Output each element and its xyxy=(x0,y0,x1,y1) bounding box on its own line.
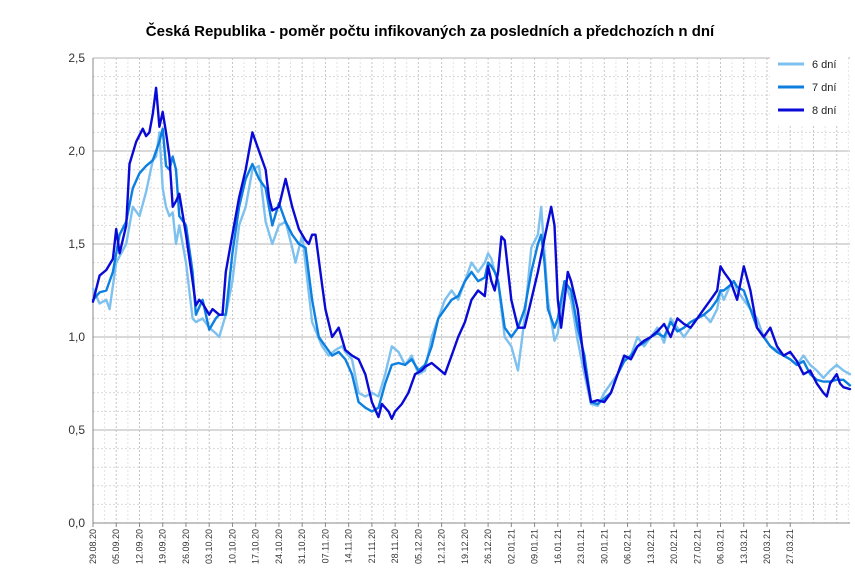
x-tick-label: 07.11.20 xyxy=(320,529,330,563)
chart-title: Česká Republika - poměr počtu infikovaný… xyxy=(146,22,715,40)
x-tick-label: 03.10.20 xyxy=(204,529,214,564)
x-tick-label: 16.01.21 xyxy=(553,529,563,564)
y-tick-label: 2,0 xyxy=(68,144,85,158)
series-line-2 xyxy=(91,127,852,413)
x-tick-label: 19.09.20 xyxy=(158,529,168,564)
legend-label: 8 dní xyxy=(812,105,836,117)
x-tick-label: 26.12.20 xyxy=(483,529,493,564)
axes: 0,0 0,5 1,0 1,5 2,0 2,5 29.08.20 05.09.20 12.09.… xyxy=(68,51,850,564)
x-tick-label: 21.11.20 xyxy=(367,529,377,563)
x-tick-label: 20.03.21 xyxy=(762,529,772,564)
legend-box xyxy=(770,54,848,126)
x-tick-label: 19.12.20 xyxy=(460,529,470,564)
x-tick-label: 06.02.21 xyxy=(623,529,633,564)
x-tick-label: 27.03.21 xyxy=(785,529,795,564)
x-tick-label: 13.02.21 xyxy=(646,529,656,564)
y-tick-label: 0,0 xyxy=(68,516,85,530)
y-tick-label: 1,5 xyxy=(68,237,85,251)
x-tick-label: 30.01.21 xyxy=(599,529,609,564)
x-tick-label: 05.12.20 xyxy=(413,529,423,564)
y-tick-label: 0,5 xyxy=(68,423,85,437)
x-tick-label: 29.08.20 xyxy=(88,529,98,564)
x-tick-label: 02.01.21 xyxy=(506,529,516,564)
x-tick-label: 05.09.20 xyxy=(111,529,121,564)
series-lines xyxy=(91,86,852,420)
legend-label: 6 dní xyxy=(812,59,836,71)
x-tick-label: 23.01.21 xyxy=(576,529,586,564)
x-tick-label: 28.11.20 xyxy=(390,529,400,563)
x-tick-label: 17.10.20 xyxy=(251,529,261,564)
x-tick-label: 12.09.20 xyxy=(134,529,144,564)
x-tick-label: 26.09.20 xyxy=(181,529,191,564)
x-tick-label: 14.11.20 xyxy=(344,529,354,563)
x-tick-label: 06.03.21 xyxy=(716,529,726,564)
x-tick-label: 31.10.20 xyxy=(297,529,307,564)
x-tick-label: 09.01.21 xyxy=(530,529,540,564)
series-line-3 xyxy=(91,86,852,420)
x-tick-label: 10.10.20 xyxy=(227,529,237,564)
x-tick-label: 27.02.21 xyxy=(692,529,702,564)
x-tick-label: 13.03.21 xyxy=(739,529,749,564)
legend-label: 7 dní xyxy=(812,82,836,94)
x-tick-label: 24.10.20 xyxy=(274,529,284,564)
y-tick-label: 2,5 xyxy=(68,51,85,65)
x-tick-label: 20.02.21 xyxy=(669,529,679,564)
y-tick-label: 1,0 xyxy=(68,330,85,344)
x-tick-label: 12.12.20 xyxy=(437,529,447,564)
legend: 6 dní 7 dní 8 dní xyxy=(770,54,848,126)
